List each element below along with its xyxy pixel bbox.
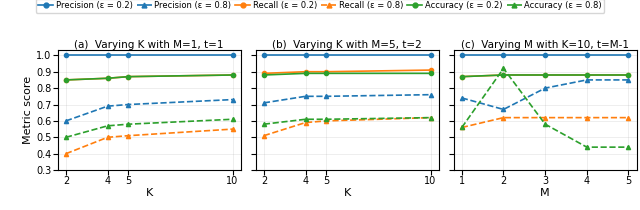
X-axis label: K: K <box>146 188 153 198</box>
Y-axis label: Metric score: Metric score <box>23 76 33 144</box>
Legend: Precision (ε = 0.2), Precision (ε = 0.8), Recall (ε = 0.2), Recall (ε = 0.8), Ac: Precision (ε = 0.2), Precision (ε = 0.8)… <box>36 0 604 13</box>
Title: (c)  Varying M with K=10, t=M-1: (c) Varying M with K=10, t=M-1 <box>461 40 629 50</box>
Title: (b)  Varying K with M=5, t=2: (b) Varying K with M=5, t=2 <box>273 40 422 50</box>
Title: (a)  Varying K with M=1, t=1: (a) Varying K with M=1, t=1 <box>74 40 224 50</box>
X-axis label: M: M <box>540 188 550 198</box>
X-axis label: K: K <box>344 188 351 198</box>
